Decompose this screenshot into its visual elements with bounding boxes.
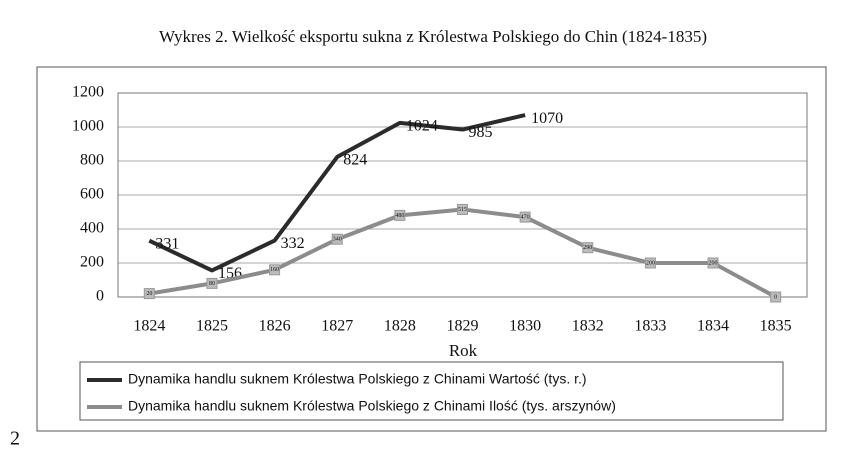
data-label: 340 bbox=[333, 237, 342, 243]
data-label: 20 bbox=[146, 291, 152, 297]
series-line bbox=[148, 113, 526, 273]
y-tick-label: 1000 bbox=[72, 118, 104, 135]
x-tick-label: 1827 bbox=[321, 318, 353, 335]
x-tick-label: 1833 bbox=[634, 318, 666, 335]
point-marker bbox=[707, 257, 719, 269]
data-label: 0 bbox=[774, 294, 777, 300]
point-marker bbox=[457, 203, 468, 215]
data-label: 290 bbox=[583, 245, 592, 251]
page-number: 2 bbox=[10, 428, 20, 450]
x-axis-label: Rok bbox=[449, 341, 478, 360]
y-tick-label: 1200 bbox=[72, 84, 104, 101]
data-label: 1024 bbox=[406, 118, 438, 135]
point-marker bbox=[582, 242, 594, 254]
data-label: 160 bbox=[270, 267, 279, 273]
x-tick-label: 1824 bbox=[133, 318, 165, 335]
legend-label: Dynamika handlu suknem Królestwa Polskie… bbox=[128, 371, 587, 387]
chart-frame bbox=[36, 66, 827, 432]
y-tick-label: 600 bbox=[80, 186, 104, 203]
x-tick-label: 1830 bbox=[509, 318, 541, 335]
legend-label: Dynamika handlu suknem Królestwa Polskie… bbox=[128, 398, 616, 414]
data-label: 200 bbox=[646, 260, 655, 266]
point-marker bbox=[206, 277, 218, 289]
y-tick-label: 400 bbox=[80, 220, 104, 237]
data-label: 80 bbox=[209, 281, 215, 287]
y-tick-label: 0 bbox=[96, 288, 104, 305]
data-label: 332 bbox=[281, 235, 305, 252]
data-label: 331 bbox=[155, 235, 179, 252]
point-marker bbox=[644, 257, 656, 269]
y-tick-label: 200 bbox=[80, 254, 104, 271]
data-label: 824 bbox=[343, 152, 367, 169]
point-marker bbox=[269, 264, 281, 276]
point-marker bbox=[519, 211, 531, 223]
data-label: 515 bbox=[458, 207, 467, 213]
chart-title: Wykres 2. Wielkość eksportu sukna z Król… bbox=[159, 27, 707, 46]
data-label: 470 bbox=[521, 214, 530, 220]
series-line bbox=[148, 207, 777, 299]
x-tick-label: 1829 bbox=[447, 318, 479, 335]
data-label: 480 bbox=[395, 213, 404, 219]
legend bbox=[79, 361, 784, 421]
plot-area bbox=[117, 92, 808, 298]
y-tick-label: 800 bbox=[80, 152, 104, 169]
data-label: 200 bbox=[709, 260, 718, 266]
point-marker bbox=[770, 291, 782, 303]
x-tick-label: 1828 bbox=[384, 318, 416, 335]
point-marker bbox=[394, 209, 406, 221]
x-tick-label: 1835 bbox=[760, 318, 792, 335]
point-marker bbox=[331, 233, 343, 245]
x-tick-label: 1825 bbox=[196, 318, 228, 335]
x-tick-label: 1832 bbox=[572, 318, 604, 335]
point-marker bbox=[143, 288, 155, 300]
x-tick-label: 1826 bbox=[259, 318, 291, 335]
data-label: 985 bbox=[469, 124, 493, 141]
data-label: 1070 bbox=[531, 110, 563, 127]
x-tick-label: 1834 bbox=[697, 318, 729, 335]
